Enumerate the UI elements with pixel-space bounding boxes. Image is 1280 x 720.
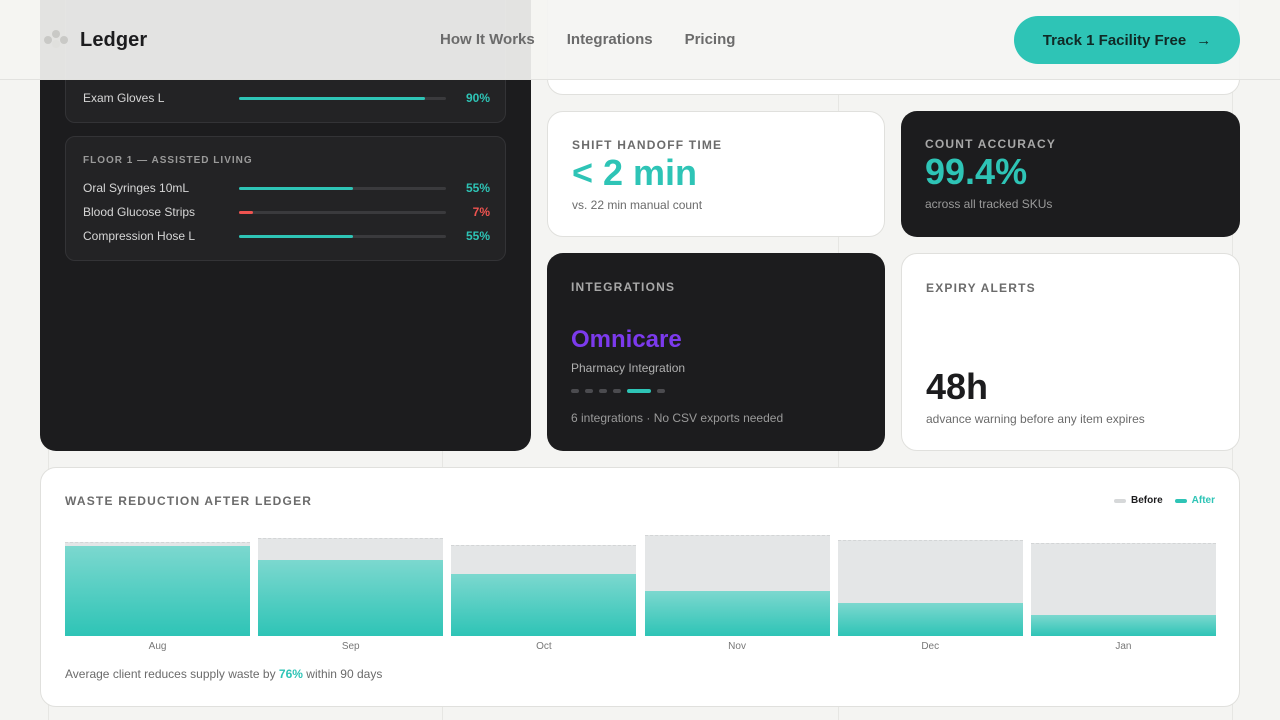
x-tick-label: Dec	[921, 641, 940, 652]
integration-name: Omnicare	[571, 326, 682, 353]
footnote-text: within 90 days	[302, 667, 383, 681]
x-tick-label: Sep	[341, 641, 360, 652]
carousel-dot[interactable]	[599, 389, 607, 393]
carousel-dot[interactable]	[571, 389, 579, 393]
carousel-dot[interactable]	[613, 389, 621, 393]
item-name: Blood Glucose Strips	[83, 205, 196, 219]
item-percent: 55%	[465, 181, 490, 195]
shift-handoff-card: SHIFT HANDOFF TIME < 2 min vs. 22 min ma…	[547, 111, 885, 237]
bar-group	[1030, 534, 1216, 636]
stat-subtext: 6 integrations · No CSV exports needed	[571, 411, 784, 425]
site-header: Ledger How It Works Integrations Pricing…	[0, 0, 1280, 80]
nav-link-how-it-works[interactable]: How It Works	[440, 31, 535, 48]
carousel-dot[interactable]	[657, 389, 665, 393]
floor-card-floor-1: FLOOR 1 — ASSISTED LIVING Oral Syringes …	[65, 136, 506, 261]
stat-subtext: advance warning before any item expires	[926, 412, 1145, 426]
x-tick-label: Nov	[728, 641, 746, 652]
integrations-card: INTEGRATIONS Omnicare Pharmacy Integrati…	[547, 253, 885, 451]
item-percent: 90%	[465, 91, 490, 105]
logo-icon	[42, 26, 70, 54]
bar-group	[837, 534, 1023, 636]
chart-legend: Before After	[1113, 495, 1215, 506]
item-level-track	[239, 187, 446, 190]
brand-name: Ledger	[80, 28, 148, 51]
bar-after	[1030, 614, 1216, 636]
legend-item-before: Before	[1113, 495, 1163, 506]
track-facility-button[interactable]: Track 1 Facility Free →	[1014, 16, 1240, 64]
brand-logo[interactable]: Ledger	[42, 26, 147, 54]
bar-after	[451, 573, 637, 636]
stat-value: 48h	[926, 366, 989, 407]
waste-chart-card: WASTE REDUCTION AFTER LEDGER Before Afte…	[40, 467, 1240, 707]
legend-swatch	[1174, 498, 1187, 503]
inventory-item: Compression Hose L 55%	[83, 229, 490, 245]
arrow-right-icon: →	[1196, 31, 1212, 49]
item-percent: 55%	[465, 229, 490, 243]
carousel-dot[interactable]	[585, 389, 593, 393]
x-tick-label: Jan	[1115, 641, 1132, 652]
expiry-alerts-card: EXPIRY ALERTS 48h advance warning before…	[901, 253, 1240, 451]
carousel-dots[interactable]	[571, 389, 665, 393]
item-percent: 7%	[472, 205, 490, 219]
bar-group	[258, 534, 444, 636]
carousel-dot[interactable]	[627, 389, 651, 393]
nav-link-pricing[interactable]: Pricing	[684, 31, 736, 48]
main-nav: How It Works Integrations Pricing	[440, 31, 735, 48]
footnote-text: Average client reduces supply waste by	[65, 667, 279, 681]
x-tick-label: Aug	[148, 641, 167, 652]
legend-swatch	[1113, 498, 1126, 503]
count-accuracy-card: COUNT ACCURACY 99.4% across all tracked …	[901, 111, 1240, 237]
chart-title: WASTE REDUCTION AFTER LEDGER	[65, 494, 313, 508]
integration-type: Pharmacy Integration	[571, 361, 686, 375]
inventory-item: Blood Glucose Strips 7%	[83, 205, 490, 221]
item-name: Oral Syringes 10mL	[83, 181, 190, 195]
stat-value: 99.4%	[925, 151, 1028, 192]
card-label: INTEGRATIONS	[571, 280, 676, 294]
chart-plot-area	[65, 534, 1216, 636]
nav-link-integrations[interactable]: Integrations	[566, 31, 653, 48]
stat-subtext: across all tracked SKUs	[925, 197, 1053, 211]
bar-after	[644, 591, 830, 636]
item-name: Compression Hose L	[83, 229, 196, 243]
x-tick-label: Oct	[536, 641, 552, 652]
item-level-track	[239, 97, 446, 100]
bar-after	[258, 559, 444, 636]
bar-group	[451, 534, 637, 636]
legend-item-after: After	[1174, 495, 1215, 506]
item-level-fill	[239, 187, 353, 190]
card-label: COUNT ACCURACY	[925, 137, 1057, 151]
item-name: Exam Gloves L	[83, 91, 165, 105]
bar-group	[644, 534, 830, 636]
inventory-item: Oral Syringes 10mL 55%	[83, 181, 490, 197]
stat-subtext: vs. 22 min manual count	[572, 198, 703, 212]
item-level-track	[239, 235, 446, 238]
item-level-fill	[239, 211, 254, 214]
bar-after	[837, 603, 1023, 636]
inventory-item: Exam Gloves L 90%	[83, 91, 490, 107]
cta-label: Track 1 Facility Free	[1042, 31, 1187, 49]
chart-footnote: Average client reduces supply waste by 7…	[65, 667, 382, 681]
item-level-fill	[239, 97, 426, 100]
card-label: EXPIRY ALERTS	[926, 281, 1036, 295]
footnote-highlight: 76%	[278, 667, 303, 681]
item-level-track	[239, 211, 446, 214]
card-label: SHIFT HANDOFF TIME	[572, 138, 723, 152]
stat-value: < 2 min	[572, 152, 698, 193]
bar-after	[65, 546, 251, 636]
legend-label: Before	[1130, 495, 1163, 506]
legend-label: After	[1191, 495, 1215, 506]
floor-title: FLOOR 1 — ASSISTED LIVING	[83, 155, 253, 166]
inventory-panel: Exam Gloves L 90% FLOOR 1 — ASSISTED LIV…	[40, 0, 531, 451]
bar-group	[65, 534, 251, 636]
item-level-fill	[239, 235, 353, 238]
